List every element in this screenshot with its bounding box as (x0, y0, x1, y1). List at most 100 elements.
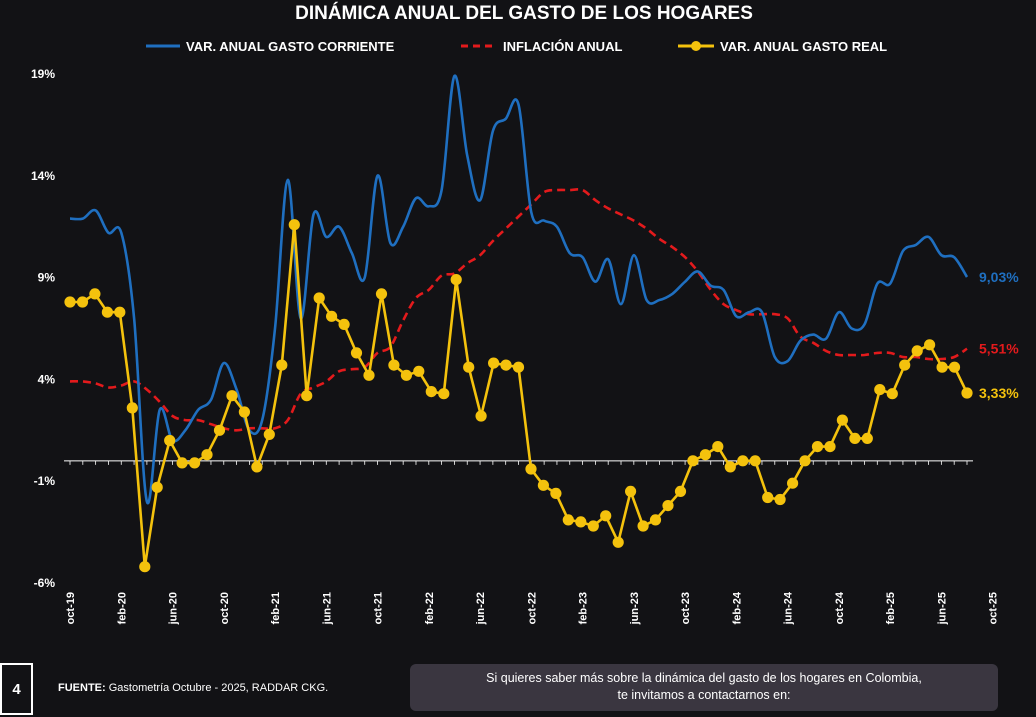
gasto-real-point (350, 347, 363, 359)
x-tick-label: oct-23 (680, 592, 692, 624)
legend-label-gasto-corriente: VAR. ANUAL GASTO CORRIENTE (186, 39, 395, 54)
gasto-real-point (625, 485, 637, 497)
gasto-real-point (363, 369, 375, 381)
gasto-real-point (101, 306, 113, 318)
gasto-real-point (301, 390, 313, 402)
x-tick-label: feb-25 (885, 592, 897, 624)
gasto-real-point (189, 457, 201, 469)
gasto-real-point (699, 449, 712, 461)
x-tick-label: feb-23 (578, 592, 590, 624)
gasto-real-point (213, 424, 226, 436)
gasto-real-point (276, 359, 288, 371)
gasto-real-point (799, 455, 811, 467)
legend-label-inflacion: INFLACIÓN ANUAL (503, 39, 622, 54)
gasto-real-point (201, 449, 213, 461)
x-tick-label: jun-22 (475, 592, 487, 625)
gasto-real-point (874, 384, 886, 396)
y-tick-label: 4% (38, 372, 56, 386)
gasto-real-point (749, 455, 761, 467)
gasto-real-point (924, 339, 936, 351)
gasto-real-point (500, 359, 512, 371)
gasto-real-point (687, 455, 699, 467)
x-tick-label: jun-25 (936, 592, 948, 625)
gasto-real-point (712, 441, 724, 453)
gasto-real-point (674, 485, 687, 497)
gasto-real-point (550, 487, 562, 499)
page-number: 4 (0, 663, 33, 715)
x-tick-label: oct-25 (988, 592, 1000, 624)
series-inflacion-line (69, 188, 968, 432)
series-layer (64, 74, 973, 573)
gasto-real-point (176, 457, 188, 469)
gasto-real-point (824, 441, 836, 453)
gasto-real-point (662, 500, 674, 512)
contact-line-1: Si quieres saber más sobre la dinámica d… (486, 671, 922, 685)
x-tick-label: oct-19 (65, 592, 77, 624)
source-label: FUENTE: (58, 682, 106, 694)
gasto-real-point (139, 561, 151, 573)
gasto-real-point (724, 461, 736, 473)
gasto-real-point (89, 288, 101, 300)
gasto-real-point (463, 361, 475, 373)
series-gasto-corriente-line (69, 74, 969, 505)
gasto-real-point (762, 491, 774, 504)
gasto-real-point (238, 406, 250, 418)
x-tick-label: jun-23 (629, 592, 641, 625)
gasto-real-point (326, 310, 338, 322)
gasto-real-point (737, 455, 749, 467)
legend-marker-gasto-real (691, 41, 701, 51)
x-tick-label: oct-24 (834, 591, 846, 624)
x-tick-label: feb-22 (424, 592, 436, 624)
gasto-real-point (936, 361, 948, 373)
y-tick-label: 9% (38, 271, 56, 285)
contact-banner[interactable]: Si quieres saber más sobre la dinámica d… (410, 664, 998, 711)
x-tick-label: jun-20 (168, 592, 180, 625)
chart-title: DINÁMICA ANUAL DEL GASTO DE LOS HOGARES (295, 2, 753, 24)
series-gasto-real-line (70, 223, 969, 568)
gasto-real-point (525, 463, 537, 475)
gasto-real-point (512, 361, 525, 373)
gasto-real-point (438, 388, 450, 400)
gasto-real-point (400, 369, 412, 381)
gasto-real-point (375, 288, 388, 300)
gasto-real-point (488, 357, 500, 369)
gasto-real-point (537, 479, 550, 491)
source-text: Gastometría Octubre - 2025, RADDAR CKG. (108, 682, 329, 694)
gasto-real-point (151, 481, 163, 493)
gasto-real-point (587, 520, 599, 532)
contact-line-2: te invitamos a contactarnos en: (617, 688, 791, 702)
gasto-real-point (612, 536, 624, 548)
gasto-real-point (961, 387, 973, 399)
gasto-real-point (226, 390, 238, 402)
x-tick-label: jun-24 (783, 591, 795, 625)
y-tick-label: -1% (34, 474, 56, 488)
gasto-real-point (413, 365, 425, 377)
gasto-real-point (836, 414, 849, 426)
legend: VAR. ANUAL GASTO CORRIENTE INFLACIÓN ANU… (146, 39, 887, 54)
gasto-real-point (811, 441, 824, 453)
gasto-real-point (649, 514, 662, 526)
gasto-real-point (64, 296, 76, 308)
gasto-real-point (263, 428, 275, 440)
gasto-real-point (562, 514, 574, 526)
x-tick-label: feb-24 (731, 591, 743, 624)
gasto-real-point (475, 410, 487, 422)
gasto-real-point (911, 345, 923, 357)
gasto-real-point (338, 318, 350, 330)
x-tick-label: oct-22 (526, 592, 538, 624)
gasto-real-point (76, 296, 89, 308)
gasto-real-point (251, 461, 263, 473)
series-gasto-real-end-label: 3,33% (979, 385, 1019, 401)
gasto-real-point (288, 219, 300, 231)
series-gasto-corriente-end-label: 9,03% (979, 269, 1019, 285)
y-tick-label: 19% (31, 67, 55, 81)
gasto-real-point (774, 493, 786, 506)
legend-label-gasto-real: VAR. ANUAL GASTO REAL (720, 39, 887, 54)
gasto-real-point (425, 386, 437, 398)
x-tick-label: feb-20 (116, 592, 128, 624)
x-axis: oct-19 feb-20 jun-20 oct-20 feb-21 jun-21 oct-… (64, 460, 1000, 625)
source-note: FUENTE: Gastometría Octubre - 2025, RADD… (58, 682, 328, 694)
y-tick-label: -6% (34, 576, 56, 590)
gasto-real-point (126, 402, 138, 414)
gasto-real-point (600, 510, 612, 522)
